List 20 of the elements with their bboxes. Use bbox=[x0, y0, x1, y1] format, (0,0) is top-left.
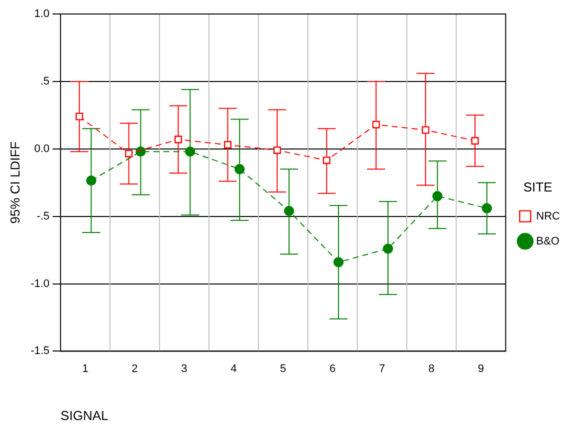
x-tick-label: 4 bbox=[230, 362, 237, 375]
x-tick-label: 1 bbox=[82, 362, 88, 375]
x-tick-label: 2 bbox=[132, 362, 138, 375]
y-tick-label: -.5 bbox=[36, 210, 50, 222]
x-tick-label: 9 bbox=[478, 362, 484, 375]
y-tick-label: -1.5 bbox=[30, 345, 50, 358]
x-tick-label: 5 bbox=[280, 362, 286, 375]
y-tick-label: -1.0 bbox=[30, 278, 50, 290]
x-tick-label: 7 bbox=[378, 362, 386, 375]
y-axis-title: 95% CI LDIFF bbox=[7, 141, 22, 224]
y-tick-label: 0.0 bbox=[34, 142, 50, 155]
y-tick-label: .5 bbox=[40, 75, 50, 88]
x-tick-label: 3 bbox=[181, 362, 188, 375]
x-tick-label: 8 bbox=[428, 362, 435, 375]
legend-title: SITE bbox=[523, 179, 553, 194]
legend-label: NRC bbox=[536, 210, 560, 222]
y-tick-label: 1.0 bbox=[34, 8, 50, 20]
x-axis-title: SIGNAL bbox=[60, 408, 108, 423]
x-tick-label: 6 bbox=[330, 362, 336, 375]
legend-label: B&O bbox=[536, 235, 560, 248]
